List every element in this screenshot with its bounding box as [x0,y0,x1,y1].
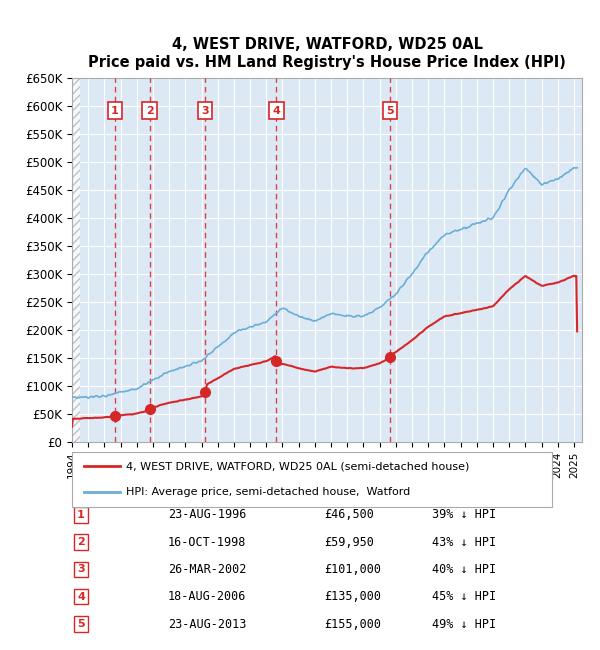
Text: £101,000: £101,000 [324,563,381,576]
Text: 1: 1 [77,510,85,520]
Text: 40% ↓ HPI: 40% ↓ HPI [432,563,496,576]
Text: £155,000: £155,000 [324,618,381,630]
Text: HPI: Average price, semi-detached house,  Watford: HPI: Average price, semi-detached house,… [126,487,410,497]
Text: £59,950: £59,950 [324,536,374,549]
Text: £135,000: £135,000 [324,590,381,603]
Bar [72,78,80,442]
Text: 3: 3 [202,106,209,116]
Text: 23-AUG-1996: 23-AUG-1996 [168,508,247,521]
Text: 45% ↓ HPI: 45% ↓ HPI [432,590,496,603]
Text: £46,500: £46,500 [324,508,374,521]
Text: 4: 4 [272,106,280,116]
Text: 2: 2 [146,106,154,116]
Text: 23-AUG-2013: 23-AUG-2013 [168,618,247,630]
Text: 39% ↓ HPI: 39% ↓ HPI [432,508,496,521]
Text: 43% ↓ HPI: 43% ↓ HPI [432,536,496,549]
Text: 26-MAR-2002: 26-MAR-2002 [168,563,247,576]
Text: 18-AUG-2006: 18-AUG-2006 [168,590,247,603]
Text: 5: 5 [386,106,394,116]
Text: 49% ↓ HPI: 49% ↓ HPI [432,618,496,630]
Text: 4, WEST DRIVE, WATFORD, WD25 0AL (semi-detached house): 4, WEST DRIVE, WATFORD, WD25 0AL (semi-d… [126,461,469,471]
Text: 4: 4 [77,592,85,602]
Text: 5: 5 [77,619,85,629]
Text: 2: 2 [77,537,85,547]
Title: 4, WEST DRIVE, WATFORD, WD25 0AL
Price paid vs. HM Land Registry's House Price I: 4, WEST DRIVE, WATFORD, WD25 0AL Price p… [88,38,566,70]
Text: 1: 1 [111,106,119,116]
Text: 16-OCT-1998: 16-OCT-1998 [168,536,247,549]
Text: 3: 3 [77,564,85,575]
Bar [72,78,80,442]
